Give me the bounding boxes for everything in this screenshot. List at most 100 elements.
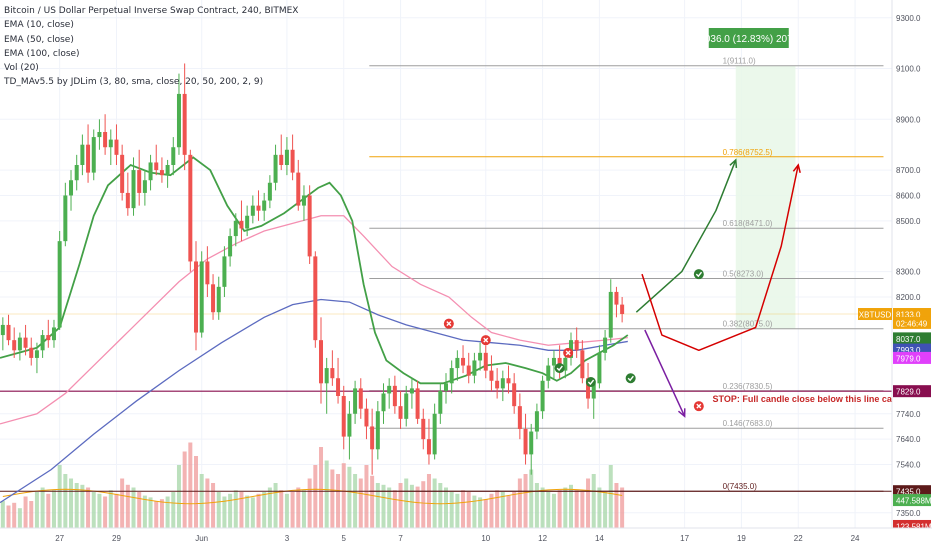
volume-bar — [199, 474, 204, 528]
price-tag-value: 02:46:49 — [896, 319, 928, 328]
volume-bar — [154, 501, 159, 528]
time-tick-label: 3 — [285, 534, 290, 543]
buy-signal-icon — [585, 377, 596, 388]
volume-bar — [29, 501, 34, 528]
candle-body — [194, 261, 199, 333]
time-tick-label: 29 — [112, 534, 121, 543]
candle-body — [29, 347, 34, 358]
candle-body — [517, 406, 522, 429]
fib-retracement[interactable]: 1(9111.0) 0.786(8752.5) 0.618(8471.0) 0.5(8… — [0, 57, 892, 492]
candle-body — [137, 170, 142, 193]
sell-x-mark — [446, 321, 452, 327]
volume-bar — [6, 505, 11, 528]
price-tag-bg — [893, 332, 931, 345]
price-tag-bg — [893, 351, 931, 364]
price-tick-label: 7640.0 — [896, 435, 921, 444]
volume-bar — [279, 490, 284, 528]
candle-body — [370, 426, 375, 450]
candle-body — [432, 413, 437, 455]
time-axis[interactable]: 27 29 Jun 3 5 7 10 12 14 17 19 22 24 — [0, 527, 932, 550]
volume-bar — [131, 487, 136, 528]
volume-bar — [114, 493, 119, 528]
ema50-line — [0, 215, 628, 425]
volume-bar — [370, 475, 375, 528]
projection-arrow-head — [792, 163, 801, 173]
price-tag-value: 7993.0 — [896, 346, 921, 355]
candle-body — [205, 261, 210, 285]
volume-bar — [444, 487, 448, 528]
candle-body — [392, 385, 397, 407]
volume-bar — [97, 493, 102, 528]
fib-level-label: 0.146(7683.0) — [723, 419, 773, 428]
volume-bar — [608, 465, 613, 528]
candle-body — [301, 195, 306, 206]
price-tag-value: 7979.0 — [896, 354, 921, 363]
volume-bar — [455, 493, 460, 528]
stop-label: STOP: Full candle close below this line … — [713, 394, 932, 404]
buy-check-mark — [627, 375, 634, 382]
volume-bar — [358, 478, 363, 528]
candle-body — [46, 335, 51, 341]
fib-level-label: 0.786(8752.5) — [723, 148, 773, 157]
sell-x-mark — [565, 350, 571, 356]
candle-body — [40, 335, 45, 351]
volume-bar — [375, 483, 380, 528]
volume-ma-line — [2, 488, 623, 505]
candle-body — [74, 165, 79, 181]
volume-bar — [301, 490, 306, 528]
volume-bar — [517, 478, 522, 528]
candle-body — [142, 180, 147, 193]
projection-arrow-line — [641, 164, 799, 352]
legend-td-indicator: TD_MAv5.5 by JDLim (3, 80, sma, close, 2… — [4, 77, 264, 88]
price-tick-label: 8500.0 — [896, 217, 921, 226]
candle-body — [165, 165, 170, 176]
volume-bar — [472, 495, 477, 528]
candle-body — [233, 220, 238, 237]
volume-bar — [336, 474, 341, 528]
time-tick-label: 12 — [538, 534, 547, 543]
target-label-box — [708, 28, 789, 48]
candle-body — [273, 154, 278, 183]
candle-body — [57, 241, 62, 328]
candle-body — [103, 132, 108, 148]
target-zone: 1036.0 (12.83%) 2072 — [699, 28, 799, 329]
candle-body — [478, 352, 483, 361]
volume-bar — [148, 497, 153, 528]
volume-bar — [228, 493, 233, 528]
volume-bar — [74, 483, 79, 528]
price-tag-value: 447.588M — [896, 497, 932, 506]
projection-arrow-line — [644, 329, 686, 417]
volume-bar — [256, 493, 261, 528]
price-axis[interactable]: 9300.0 9100.0 8900.0 8700.0 8600.0 8500.0 8300… — [891, 0, 932, 550]
price-tick-label: 8700.0 — [896, 166, 921, 175]
candle-body — [17, 337, 22, 351]
volume-bar — [211, 483, 216, 528]
projection-arrows[interactable] — [635, 158, 801, 418]
price-tag-value: 8037.0 — [896, 335, 921, 344]
projection-arrow-line — [635, 159, 737, 313]
candle-body — [256, 205, 261, 211]
candle-body — [176, 93, 181, 148]
volume-bar — [0, 501, 5, 528]
time-tick-label: 19 — [737, 534, 746, 543]
volume-bar — [500, 492, 505, 528]
volume-bar — [40, 487, 45, 528]
volume-bar — [296, 487, 301, 528]
time-tick-label: Jun — [195, 534, 208, 543]
volume-bar — [194, 456, 199, 528]
candle-body — [148, 162, 153, 181]
candle-body — [182, 93, 187, 155]
fib-level-label: 0.382(8075.0) — [723, 320, 773, 329]
volume-bar — [239, 492, 244, 528]
volume-bar — [222, 496, 227, 528]
candle-body — [131, 170, 136, 209]
volume-bar — [324, 460, 329, 528]
price-tick-label: 7540.0 — [896, 461, 921, 470]
volume-bar — [489, 493, 494, 528]
candle-body — [222, 256, 227, 287]
candle-body — [296, 172, 301, 206]
candle-body — [239, 220, 244, 229]
volume-bar — [216, 492, 221, 528]
price-tag-value: 7829.0 — [896, 388, 921, 397]
